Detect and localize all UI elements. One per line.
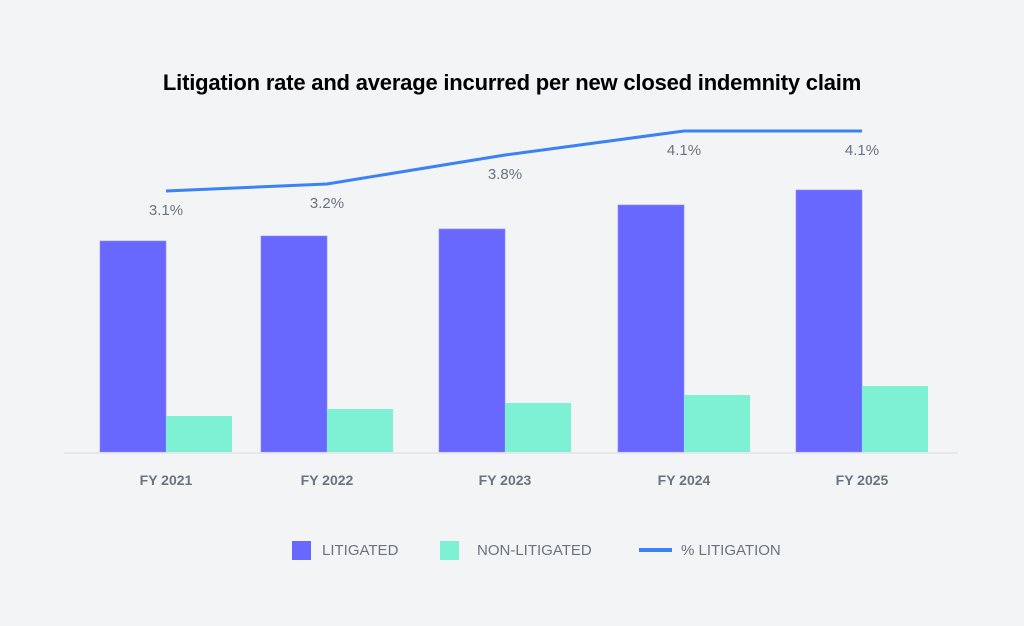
data-label-pct-litigation: 4.1% bbox=[667, 142, 701, 159]
data-label-pct-litigation: 3.2% bbox=[310, 195, 344, 212]
legend-item-pct-litigation[interactable]: % LITIGATION bbox=[639, 539, 781, 561]
legend-label-litigated: LITIGATED bbox=[322, 541, 399, 559]
data-label-pct-litigation: 3.1% bbox=[149, 202, 183, 219]
bar-non-litigated-fy-2022 bbox=[327, 409, 393, 452]
bar-litigated-fy-2025 bbox=[795, 189, 863, 453]
x-tick-label: FY 2025 bbox=[836, 472, 889, 488]
legend-label-non-litigated: NON-LITIGATED bbox=[477, 541, 592, 559]
legend-swatch-non-litigated bbox=[440, 540, 459, 560]
legend-item-non-litigated[interactable]: NON-LITIGATED bbox=[440, 539, 592, 561]
data-label-pct-litigation: 4.1% bbox=[845, 142, 879, 159]
bar-non-litigated-fy-2023 bbox=[505, 403, 571, 452]
bar-non-litigated-fy-2024 bbox=[684, 395, 750, 452]
x-tick-label: FY 2024 bbox=[658, 472, 711, 488]
bar-litigated-fy-2023 bbox=[438, 228, 506, 453]
bar-litigated-fy-2024 bbox=[617, 204, 685, 453]
x-tick-label: FY 2021 bbox=[140, 472, 193, 488]
bar-non-litigated-fy-2025 bbox=[862, 386, 928, 452]
legend-swatch-litigated bbox=[292, 540, 311, 560]
bar-litigated-fy-2022 bbox=[260, 235, 328, 453]
line-series-group: 3.1% 3.2% 3.8% 4.1% 4.1% bbox=[149, 129, 879, 219]
bar-non-litigated-fy-2021 bbox=[166, 416, 232, 452]
legend-label-pct-litigation: % LITIGATION bbox=[681, 541, 781, 559]
x-axis-labels: FY 2021 FY 2022 FY 2023 FY 2024 FY 2025 bbox=[140, 472, 889, 488]
legend-line-pct-litigation bbox=[639, 548, 672, 552]
legend-item-litigated[interactable]: LITIGATED bbox=[292, 539, 398, 561]
x-tick-label: FY 2022 bbox=[301, 472, 354, 488]
line-pct-litigation bbox=[165, 129, 862, 193]
x-tick-label: FY 2023 bbox=[479, 472, 532, 488]
legend: LITIGATED NON-LITIGATED % LITIGATION bbox=[0, 539, 1024, 561]
data-label-pct-litigation: 3.8% bbox=[488, 166, 522, 183]
bar-litigated-fy-2021 bbox=[99, 240, 167, 453]
bar-group bbox=[99, 189, 928, 453]
chart-title: Litigation rate and average incurred per… bbox=[162, 70, 862, 95]
